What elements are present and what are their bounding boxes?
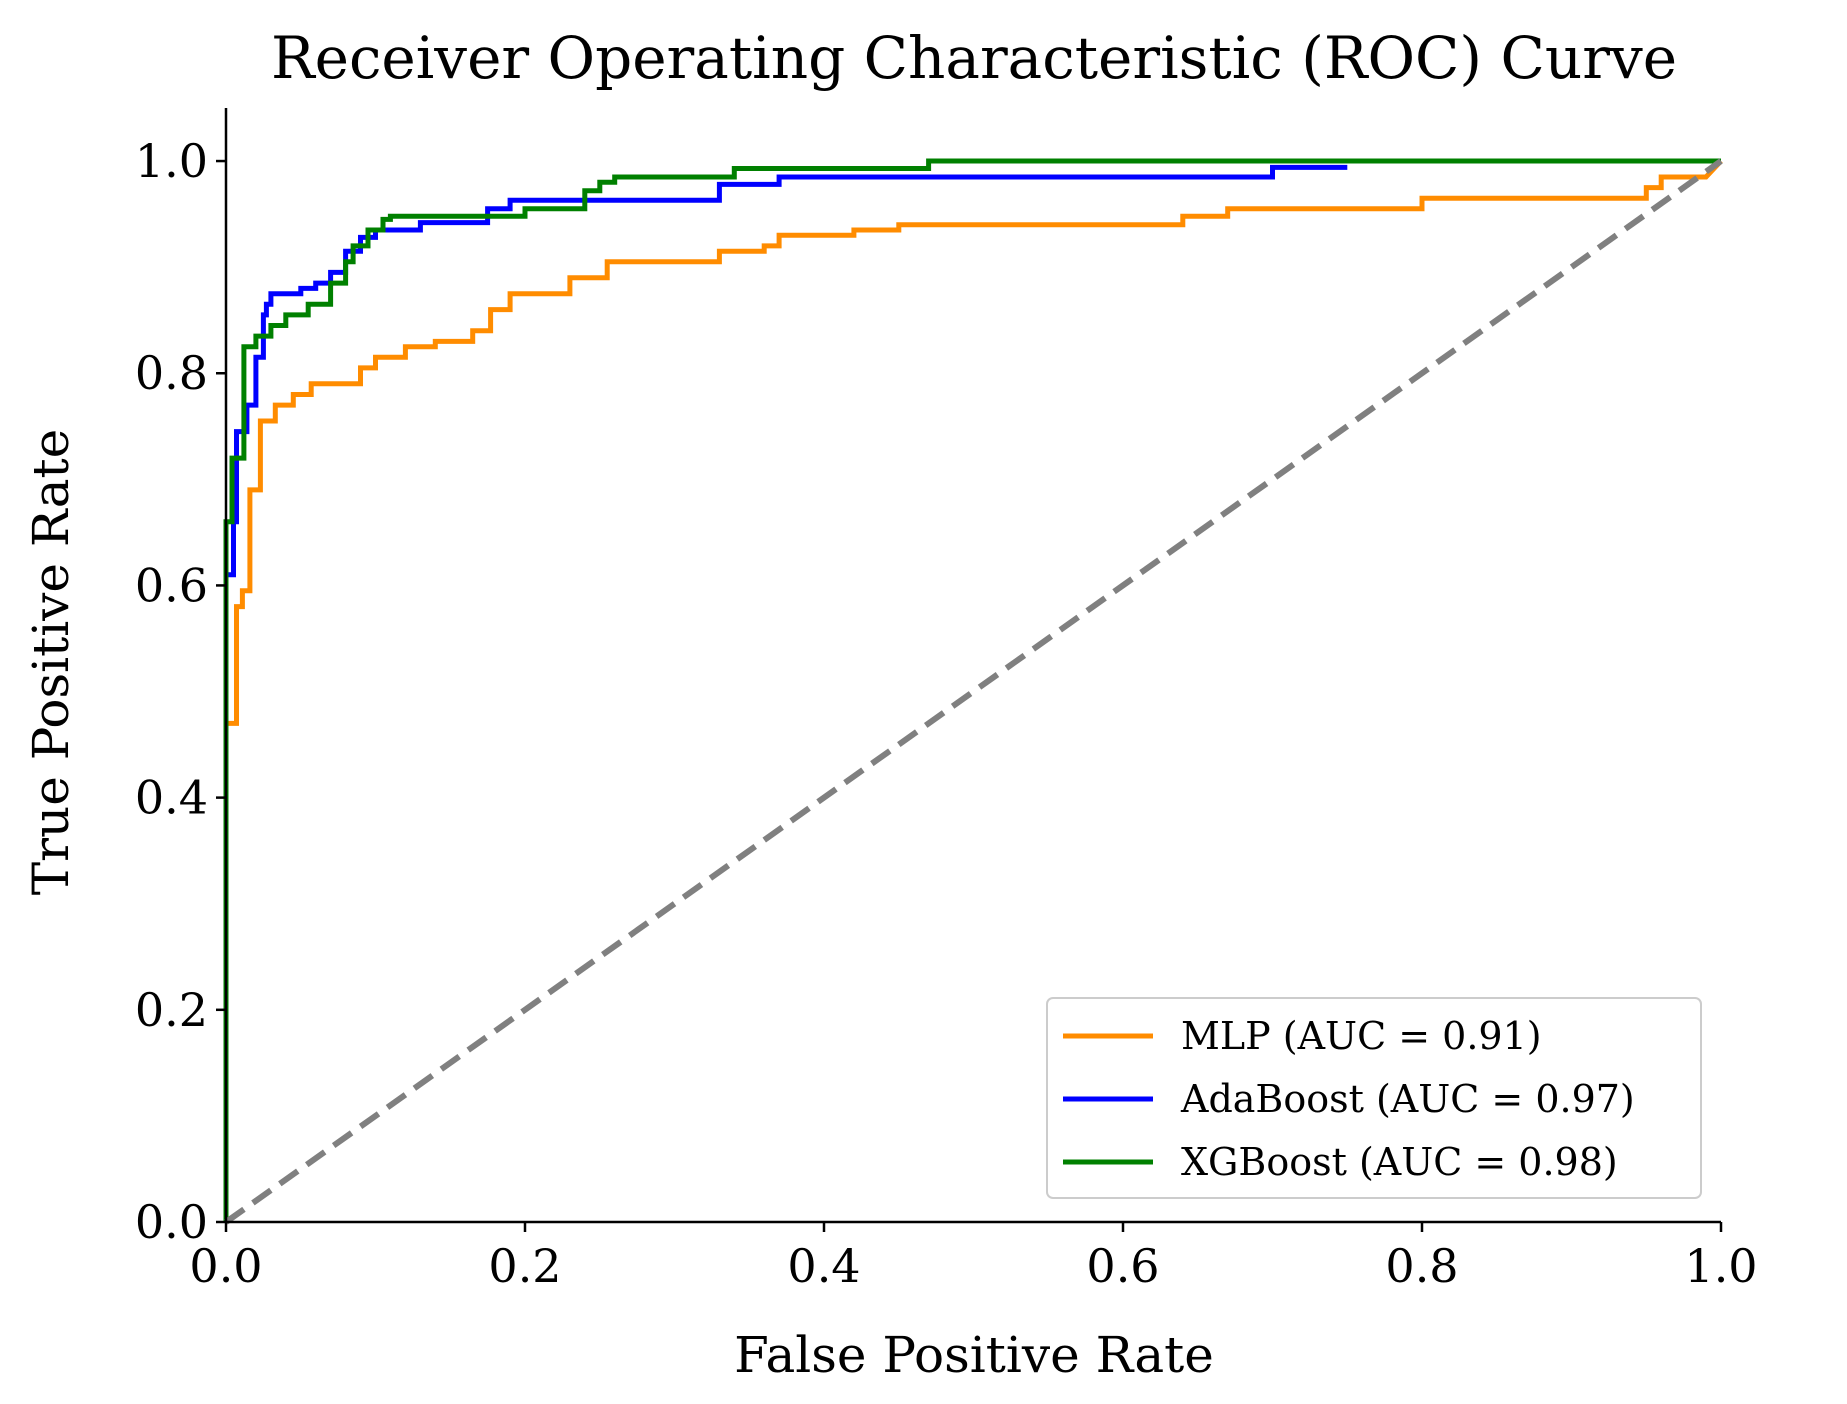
x-tick-label: 0.8	[1385, 1239, 1458, 1293]
series-line-0	[223, 159, 1723, 1222]
series-line-1	[223, 164, 1348, 1222]
y-tick-label: 0.8	[135, 346, 208, 400]
y-tick-label: 1.0	[135, 134, 208, 188]
series-line-2	[223, 158, 1721, 1222]
y-tick-label: 0.0	[135, 1195, 208, 1249]
axes: 0.0 0.2 0.4 0.6 0.8 1.0 0.0 0.2 0.4 0.6 0.8 1.0	[135, 108, 1758, 1293]
x-tick-label: 0.0	[189, 1239, 262, 1293]
chance-diagonal-line	[224, 158, 1723, 1225]
x-axis-title: False Positive Rate	[734, 1326, 1214, 1384]
legend: MLP (AUC = 0.91) AdaBoost (AUC = 0.97) XGB…	[1046, 997, 1702, 1199]
plot-area	[223, 158, 1723, 1225]
y-tick-label: 0.6	[135, 558, 208, 612]
legend-label: XGBoost (AUC = 0.98)	[1181, 1140, 1618, 1184]
y-tick-label: 0.2	[135, 983, 208, 1037]
y-axis-title: True Positive Rate	[22, 429, 80, 895]
x-tick-label: 0.2	[488, 1239, 561, 1293]
legend-box	[1046, 997, 1702, 1199]
x-tick-label: 0.4	[787, 1239, 860, 1293]
x-tick-label: 1.0	[1684, 1239, 1757, 1293]
legend-label: MLP (AUC = 0.91)	[1181, 1014, 1542, 1058]
legend-label: AdaBoost (AUC = 0.97)	[1180, 1077, 1635, 1121]
x-tick-label: 0.6	[1086, 1239, 1159, 1293]
chart-title: Receiver Operating Characteristic (ROC) …	[271, 24, 1677, 92]
y-tick-label: 0.4	[135, 771, 208, 825]
